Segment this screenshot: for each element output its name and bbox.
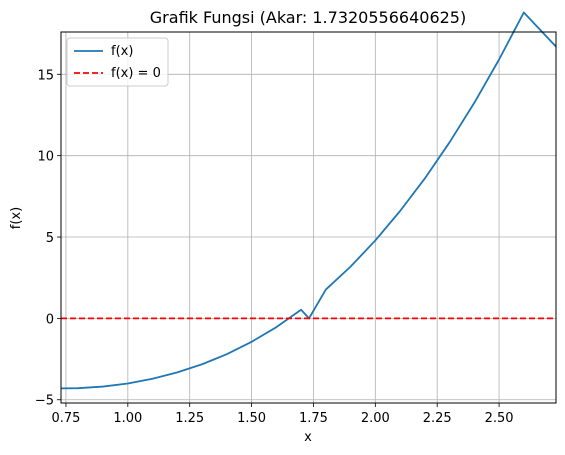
x-tick-label: 0.75 (51, 411, 80, 426)
x-tick-label: 1.50 (237, 411, 266, 426)
chart-title: Grafik Fungsi (Akar: 1.7320556640625) (150, 8, 466, 27)
x-tick-label: 1.75 (299, 411, 328, 426)
series-line-fx (60, 11, 557, 390)
plot-frame (60, 31, 557, 404)
y-axis-label: f(x) (9, 207, 24, 229)
legend-label-fx: f(x) (111, 44, 133, 59)
x-axis-label: x (304, 430, 312, 445)
y-tick-label: 0 (46, 312, 54, 327)
y-tick-label: 10 (37, 150, 54, 165)
legend-label-zero: f(x) = 0 (111, 66, 161, 81)
y-tick-label: 15 (37, 68, 54, 83)
x-tick-label: 1.00 (113, 411, 142, 426)
legend: f(x) f(x) = 0 (66, 37, 169, 87)
x-tick-label: 2.25 (423, 411, 452, 426)
y-tick-label: −5 (35, 394, 54, 409)
legend-box (66, 37, 169, 87)
x-axis: 0.75 1.00 1.25 1.50 1.75 2.00 2.25 2.50 (51, 403, 514, 426)
x-tick-label: 2.50 (485, 411, 514, 426)
y-axis: −5 0 5 10 15 (35, 68, 61, 409)
x-tick-label: 1.25 (175, 411, 204, 426)
plot-lines (60, 11, 557, 390)
x-tick-label: 2.00 (361, 411, 390, 426)
y-tick-label: 5 (46, 231, 54, 246)
